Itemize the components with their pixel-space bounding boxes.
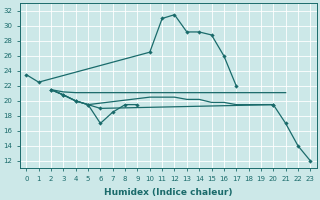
X-axis label: Humidex (Indice chaleur): Humidex (Indice chaleur): [104, 188, 233, 197]
